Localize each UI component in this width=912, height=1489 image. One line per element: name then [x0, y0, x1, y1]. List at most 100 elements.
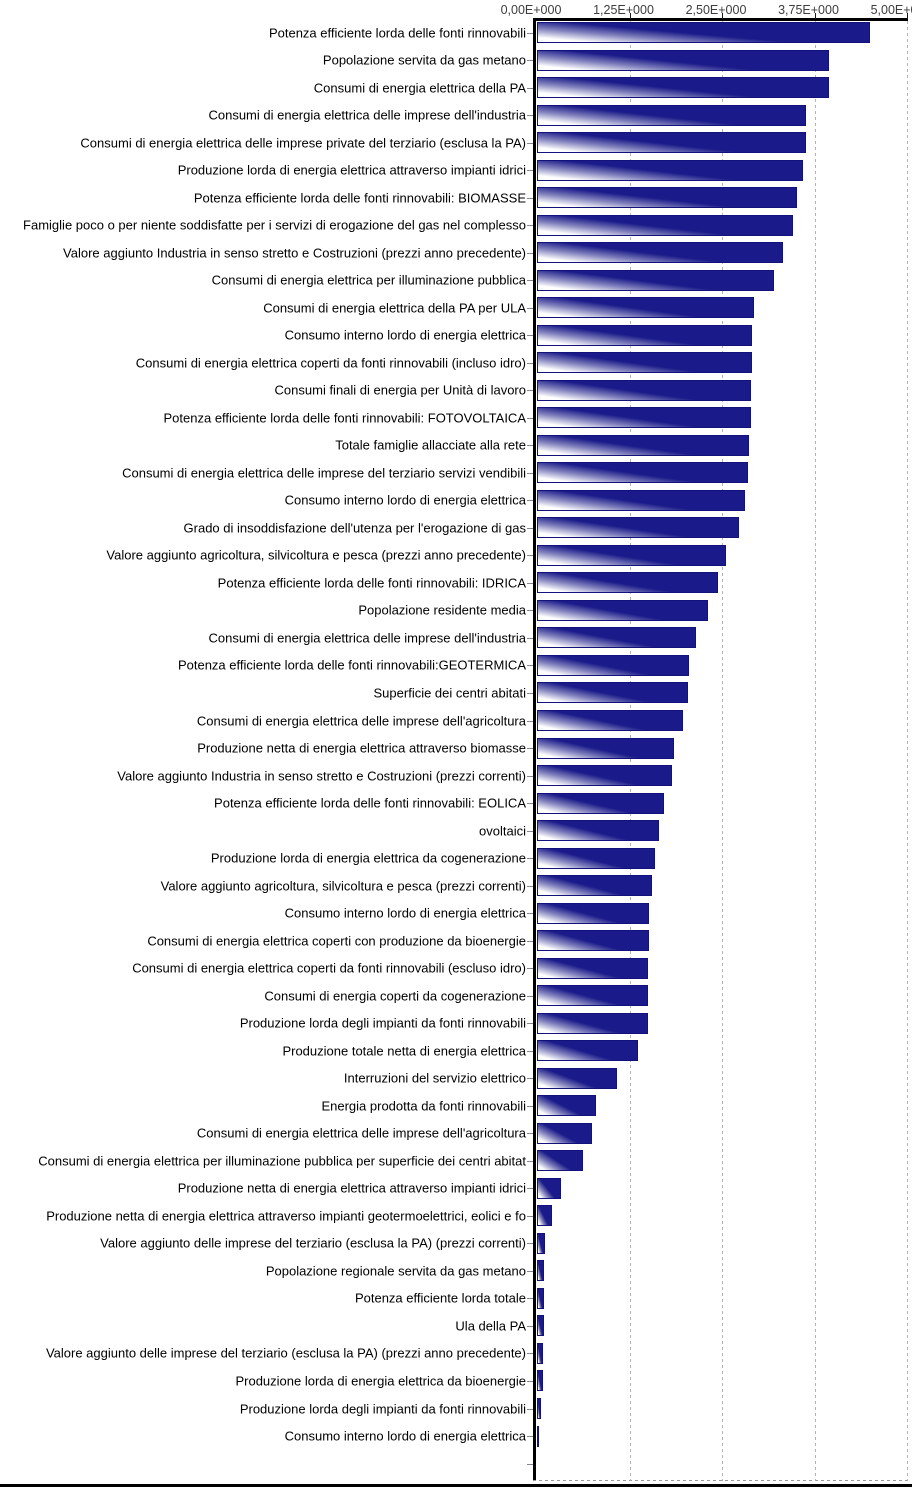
- category-tick: [527, 1298, 533, 1299]
- category-label: Consumi di energia elettrica delle impre…: [80, 135, 526, 151]
- category-tick: [527, 1243, 533, 1244]
- category-tick: [527, 445, 533, 446]
- category-label: Consumo interno lordo di energia elettri…: [284, 905, 526, 921]
- category-label: ovoltaici: [479, 823, 526, 839]
- bar: [537, 297, 754, 319]
- bar: [537, 1040, 638, 1062]
- bar: [537, 737, 674, 759]
- category-tick: [527, 1161, 533, 1162]
- category-tick: [527, 390, 533, 391]
- gridline: [814, 21, 816, 1481]
- category-label: Consumi di energia elettrica delle impre…: [196, 713, 526, 728]
- category-tick: [527, 555, 533, 556]
- category-label: Consumi di energia elettrica delle impre…: [122, 465, 526, 481]
- category-tick: [527, 500, 533, 501]
- bar: [537, 1260, 544, 1282]
- bar: [537, 957, 648, 979]
- category-label: Valore aggiunto agricoltura, silvicoltur…: [160, 878, 526, 894]
- category-label: Consumi finali di energia per Unità di l…: [274, 382, 526, 398]
- x-axis-tick: [907, 13, 908, 19]
- category-tick: [527, 170, 533, 171]
- bar: [537, 77, 829, 99]
- category-tick: [527, 33, 533, 34]
- bar: [537, 654, 689, 676]
- bar: [537, 269, 774, 291]
- category-label: Energia prodotta da fonti rinnovabili: [321, 1098, 526, 1114]
- category-label: Valore aggiunto agricoltura, silvicoltur…: [106, 547, 526, 563]
- category-label: Consumi di energia elettrica per illumin…: [38, 1153, 526, 1169]
- category-tick: [527, 60, 533, 61]
- category-label: Popolazione servita da gas metano: [322, 52, 526, 68]
- bar: [537, 572, 718, 594]
- bar: [537, 379, 751, 401]
- category-tick: [527, 1051, 533, 1052]
- category-label: Potenza efficiente lorda delle fonti rin…: [177, 657, 526, 673]
- category-label: Valore aggiunto delle imprese del terzia…: [45, 1345, 526, 1361]
- bar: [537, 1012, 648, 1034]
- x-axis-tick-label: 2,50E+000: [685, 3, 747, 17]
- category-tick: [527, 913, 533, 914]
- category-label: Valore aggiunto Industria in senso stret…: [63, 245, 526, 261]
- bar: [537, 352, 752, 374]
- category-label: Consumi di energia elettrica delle impre…: [208, 630, 526, 646]
- category-tick: [527, 308, 533, 309]
- category-label: Consumi di energia elettrica coperti da …: [132, 960, 526, 976]
- category-tick: [527, 473, 533, 474]
- category-label: Consumi di energia coperti da cogenerazi…: [264, 988, 526, 1004]
- category-tick: [527, 88, 533, 89]
- bar: [537, 104, 806, 126]
- category-label: Produzione netta di energia elettrica at…: [197, 740, 526, 756]
- category-label: Consumi di energia elettrica delle impre…: [196, 1125, 526, 1141]
- category-label: Grado di insoddisfazione dell'utenza per…: [183, 520, 526, 536]
- category-label: Consumo interno lordo di energia elettri…: [284, 1428, 526, 1444]
- category-tick: [527, 115, 533, 116]
- category-label: Consumo interno lordo di energia elettri…: [284, 327, 526, 343]
- category-tick: [527, 143, 533, 144]
- bar: [537, 49, 829, 71]
- category-tick: [527, 968, 533, 969]
- category-tick: [527, 1133, 533, 1134]
- bar: [537, 1205, 552, 1227]
- bar: [537, 1425, 539, 1447]
- category-tick: [527, 776, 533, 777]
- category-tick: [527, 831, 533, 832]
- bar: [537, 985, 648, 1007]
- bar: [537, 1232, 545, 1254]
- category-label: Potenza efficiente lorda totale: [354, 1290, 526, 1306]
- category-label: Consumi di energia elettrica coperti da …: [135, 355, 526, 371]
- bar: [537, 820, 659, 842]
- bar: [537, 599, 708, 621]
- bar: [537, 214, 793, 236]
- plot-left-axis: [533, 18, 536, 1481]
- category-label: Potenza efficiente lorda delle fonti rin…: [217, 575, 526, 591]
- category-tick: [527, 1381, 533, 1382]
- category-tick: [527, 996, 533, 997]
- category-tick: [527, 886, 533, 887]
- bar: [537, 1122, 592, 1144]
- bar: [537, 847, 655, 869]
- bar: [537, 1095, 596, 1117]
- category-tick: [527, 198, 533, 199]
- bar: [537, 1067, 617, 1089]
- category-label: Interruzioni del servizio elettrico: [343, 1070, 526, 1086]
- category-label: Produzione lorda degli impianti da fonti…: [239, 1401, 526, 1416]
- bar: [537, 159, 803, 181]
- category-label: Valore aggiunto Industria in senso stret…: [117, 768, 526, 784]
- category-tick: [527, 1106, 533, 1107]
- category-label: Popolazione residente media: [358, 602, 526, 618]
- category-tick: [527, 1409, 533, 1410]
- x-axis-tick-label: 1,25E+000: [593, 3, 654, 17]
- category-label: Consumi di energia elettrica della PA pe…: [263, 300, 526, 316]
- category-label: Produzione totale netta di energia elett…: [282, 1043, 526, 1059]
- bar: [537, 902, 649, 924]
- bar: [537, 324, 752, 346]
- bar: [537, 407, 751, 429]
- category-tick: [527, 1078, 533, 1079]
- x-axis-tick-label: 3,75E+000: [778, 3, 839, 17]
- x-axis-tick: [722, 13, 723, 19]
- bar: [537, 875, 652, 897]
- category-tick: [527, 1216, 533, 1217]
- bar: [537, 187, 797, 209]
- category-label: Potenza efficiente lorda delle fonti rin…: [193, 190, 526, 206]
